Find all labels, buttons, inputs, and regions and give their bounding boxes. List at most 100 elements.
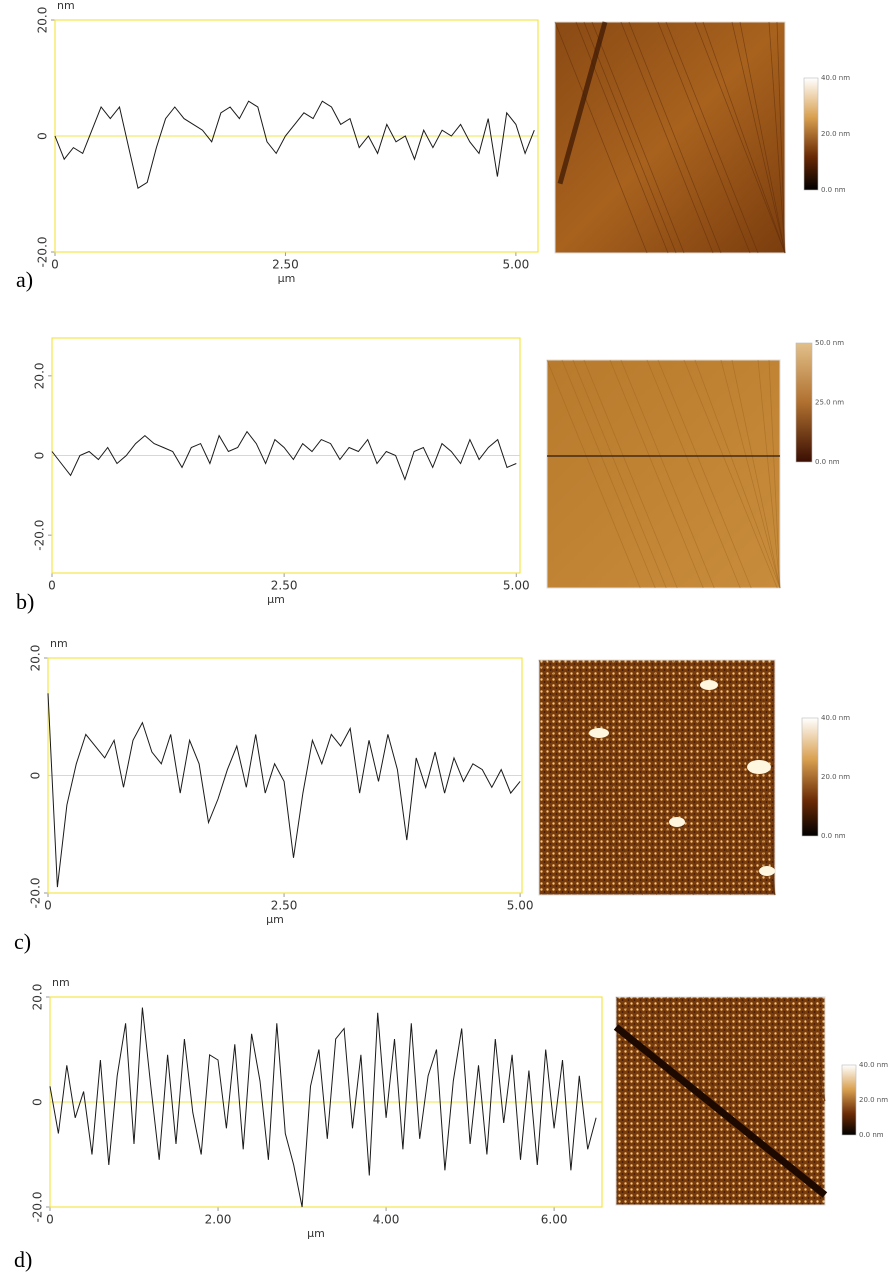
colorbar (841, 1064, 857, 1136)
afm-scratch (768, 359, 781, 589)
afm-scratch (665, 21, 759, 254)
afm-scratch (689, 996, 774, 1102)
y-tick-label: -20.0 (36, 236, 50, 267)
afm-scratch (561, 659, 657, 896)
afm-scratch (813, 996, 826, 1102)
afm-scratch (591, 21, 685, 254)
x-tick-label: 0 (46, 1213, 54, 1227)
afm-scratch (702, 996, 787, 1102)
y-tick-label: -20.0 (33, 520, 47, 551)
afm-scratch (628, 21, 722, 254)
afm-particle (669, 817, 685, 827)
afm-scratch (652, 996, 737, 1102)
profile-line (54, 100, 535, 189)
y-tick-label: -20.0 (31, 1191, 45, 1222)
x-tick-label: 5.00 (507, 899, 534, 913)
afm-scratch (672, 659, 768, 896)
afm-scratch (583, 21, 677, 254)
afm-groove (613, 1024, 828, 1198)
y-axis-label: nm (52, 976, 70, 989)
afm-scratch (546, 359, 641, 589)
x-tick-label: 2.50 (271, 899, 298, 913)
y-axis-label: nm (50, 637, 68, 650)
afm-scratch (746, 659, 776, 896)
x-tick-label: 0 (44, 899, 52, 913)
panel-label: d) (14, 1247, 32, 1272)
y-tick-label: -20.0 (29, 877, 43, 908)
afm-scratch (678, 996, 763, 1102)
y-tick-label: 20.0 (29, 645, 43, 672)
x-tick-label: 0 (51, 258, 59, 272)
afm-scratch (620, 359, 715, 589)
afm-scratch (557, 21, 608, 185)
x-tick-label: 5.00 (503, 258, 530, 272)
x-tick-label: 4.00 (373, 1213, 400, 1227)
colorbar-label: 20.0 nm (859, 1096, 888, 1104)
panel-label: b) (16, 589, 34, 614)
colorbar-label: 40.0 nm (821, 714, 850, 722)
afm-particle (759, 866, 775, 876)
plot-frame (51, 337, 521, 574)
afm-scratch (763, 996, 826, 1102)
x-tick-label: 5.00 (503, 579, 530, 593)
afm-scratch (739, 996, 824, 1102)
x-axis-label: µm (307, 1227, 325, 1240)
afm-particle (589, 728, 609, 738)
colorbar (795, 342, 813, 463)
afm-scratch (646, 359, 741, 589)
afm-scratch (561, 359, 656, 589)
y-tick-label: 20.0 (31, 984, 45, 1011)
profile-line (51, 430, 517, 481)
profile-line (47, 693, 521, 888)
plot-frame (49, 996, 603, 1208)
afm-scratch (686, 659, 776, 896)
afm-scratch (635, 659, 731, 896)
afm-scratch (612, 659, 708, 896)
afm-scratch (547, 659, 643, 896)
colorbar-label: 0.0 nm (815, 458, 840, 466)
y-tick-label: 0 (36, 132, 50, 140)
colorbar-label: 0.0 nm (859, 1131, 884, 1139)
afm-scratch (731, 359, 781, 589)
afm-image (546, 359, 781, 589)
afm-particle (747, 760, 771, 774)
afm-scratch (575, 659, 671, 896)
afm-scratch (739, 21, 786, 254)
x-tick-label: 2.50 (271, 579, 298, 593)
colorbar-label: 0.0 nm (821, 832, 846, 840)
afm-particle (700, 680, 718, 690)
x-axis-label: µm (267, 593, 285, 606)
afm-scratch (776, 996, 826, 1102)
afm-scratch (702, 21, 786, 254)
y-tick-label: 0 (33, 452, 47, 460)
afm-scratch (609, 359, 704, 589)
x-tick-label: 6.00 (541, 1213, 568, 1227)
x-axis-label: µm (266, 913, 284, 926)
y-tick-label: 0 (31, 1098, 45, 1106)
afm-scratch (598, 659, 694, 896)
panel-label: a) (16, 267, 33, 292)
afm-scratch (768, 21, 786, 254)
plot-frame (47, 657, 523, 894)
colorbar-label: 40.0 nm (821, 74, 850, 82)
afm-scratch (583, 359, 678, 589)
afm-scratch (628, 996, 713, 1102)
afm-scratch (726, 996, 811, 1102)
afm-scratch (760, 659, 776, 896)
afm-image (538, 659, 776, 896)
x-axis-label: µm (278, 272, 296, 285)
afm-scratch (665, 996, 750, 1102)
profile-line (49, 1007, 597, 1208)
afm-scratch (776, 21, 786, 254)
afm-scratch (575, 21, 669, 254)
colorbar-label: 25.0 nm (815, 399, 844, 407)
x-tick-label: 0 (48, 579, 56, 593)
y-tick-label: 20.0 (33, 362, 47, 389)
afm-scratch (657, 21, 751, 254)
afm-scratch (723, 659, 776, 896)
afm-scratch (572, 359, 667, 589)
afm-scratch (657, 359, 752, 589)
y-axis-label: nm (57, 0, 75, 12)
y-tick-label: 0 (29, 772, 43, 780)
